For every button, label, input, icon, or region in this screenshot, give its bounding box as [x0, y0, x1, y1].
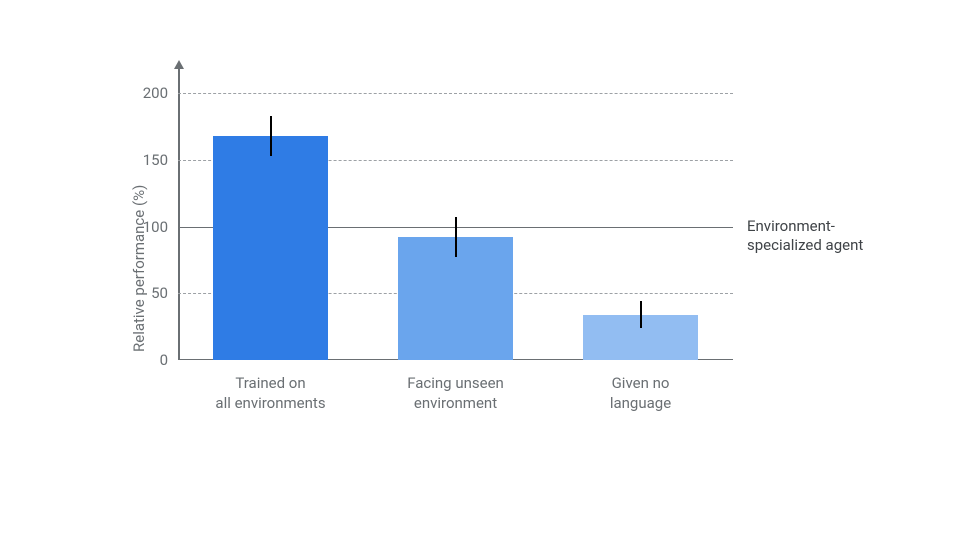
- y-tick-label: 0: [160, 351, 168, 369]
- y-axis-arrow-icon: [174, 60, 184, 69]
- category-label: Facing unseen environment: [363, 374, 548, 413]
- y-tick-label: 50: [151, 284, 168, 302]
- y-tick-label: 150: [143, 151, 168, 169]
- y-axis: [178, 66, 180, 360]
- baseline-annotation: Environment- specialized agent: [747, 217, 863, 256]
- plot-area: [178, 80, 733, 360]
- y-axis-label: Relative performance (%): [130, 185, 148, 352]
- error-bar: [455, 217, 457, 257]
- y-tick-label: 100: [143, 218, 168, 236]
- bar-chart: Relative performance (%) Environment- sp…: [0, 0, 960, 539]
- error-bar: [270, 116, 272, 156]
- bar: [213, 136, 328, 360]
- category-label: Given no language: [548, 374, 733, 413]
- y-tick-label: 200: [143, 84, 168, 102]
- error-bar: [640, 301, 642, 328]
- category-label: Trained on all environments: [178, 374, 363, 413]
- grid-line: [178, 93, 733, 94]
